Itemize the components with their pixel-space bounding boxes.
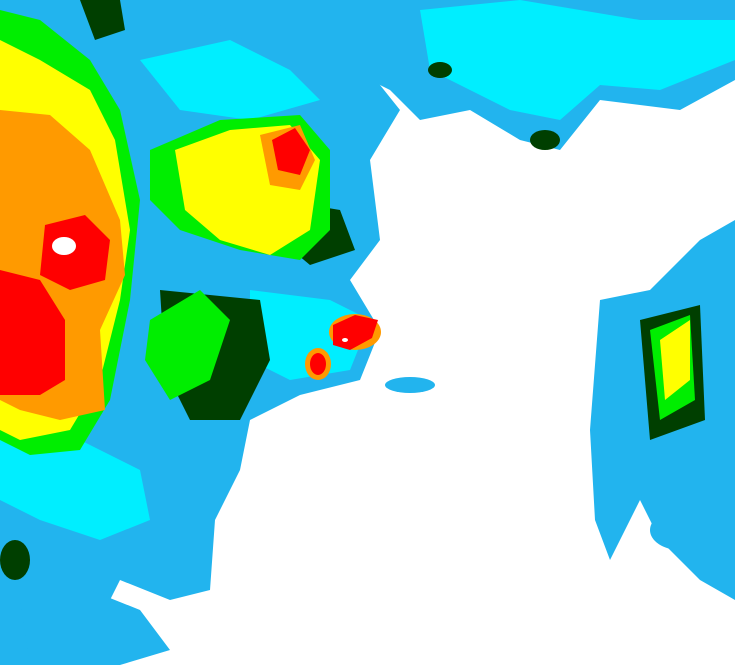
north-cyan-band	[420, 0, 735, 120]
dg-patch	[530, 130, 560, 150]
dg-patch	[428, 62, 452, 78]
light-patch	[385, 377, 435, 393]
cyan-layer	[0, 0, 735, 540]
band-green	[145, 290, 230, 400]
red-layer	[0, 128, 378, 395]
storm-core	[342, 338, 348, 342]
east-yellow	[660, 320, 690, 400]
cell-red	[310, 353, 326, 375]
dg-patch	[0, 540, 30, 580]
storm-core	[52, 237, 76, 255]
west-red-area	[0, 270, 65, 395]
mid-red	[272, 128, 310, 175]
west-cyan-area	[0, 430, 150, 540]
dg-patch	[80, 0, 125, 40]
central-cyan-area	[250, 290, 370, 380]
light-patch	[650, 510, 710, 550]
south-light-patches	[20, 590, 170, 665]
mid-cyan-area	[140, 40, 320, 120]
west-red-core	[40, 215, 110, 290]
